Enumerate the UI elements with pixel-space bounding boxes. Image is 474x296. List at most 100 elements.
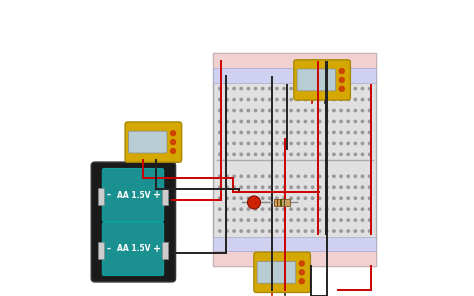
Circle shape xyxy=(304,87,307,90)
Circle shape xyxy=(368,87,371,90)
Circle shape xyxy=(333,120,335,123)
Circle shape xyxy=(347,208,349,210)
Circle shape xyxy=(361,153,364,155)
Circle shape xyxy=(304,219,307,221)
Text: -: - xyxy=(107,244,111,254)
Circle shape xyxy=(339,86,344,91)
Circle shape xyxy=(262,120,264,123)
Circle shape xyxy=(247,175,249,178)
Circle shape xyxy=(233,142,235,144)
Circle shape xyxy=(262,230,264,232)
Circle shape xyxy=(361,219,364,221)
Circle shape xyxy=(255,98,257,101)
Circle shape xyxy=(240,175,242,178)
Circle shape xyxy=(319,87,321,90)
Circle shape xyxy=(347,98,349,101)
Circle shape xyxy=(297,197,300,200)
Circle shape xyxy=(276,219,278,221)
Circle shape xyxy=(247,120,249,123)
Circle shape xyxy=(262,153,264,155)
Circle shape xyxy=(333,230,335,232)
Circle shape xyxy=(347,175,349,178)
FancyBboxPatch shape xyxy=(125,122,182,162)
Circle shape xyxy=(240,208,242,210)
Circle shape xyxy=(233,208,235,210)
Circle shape xyxy=(311,109,314,112)
Text: AA 1.5V: AA 1.5V xyxy=(117,244,150,253)
Circle shape xyxy=(290,153,292,155)
Circle shape xyxy=(297,230,300,232)
Circle shape xyxy=(361,175,364,178)
Bar xyxy=(162,188,168,205)
Circle shape xyxy=(226,131,228,133)
Circle shape xyxy=(319,142,321,144)
Circle shape xyxy=(319,98,321,101)
Circle shape xyxy=(247,131,249,133)
Circle shape xyxy=(340,142,342,144)
Circle shape xyxy=(368,219,371,221)
Circle shape xyxy=(290,175,292,178)
Circle shape xyxy=(219,120,221,123)
Circle shape xyxy=(340,175,342,178)
Circle shape xyxy=(333,175,335,178)
Circle shape xyxy=(255,175,257,178)
Circle shape xyxy=(290,131,292,133)
Circle shape xyxy=(333,208,335,210)
Circle shape xyxy=(326,142,328,144)
Circle shape xyxy=(311,230,314,232)
Circle shape xyxy=(262,87,264,90)
Circle shape xyxy=(340,131,342,133)
Circle shape xyxy=(283,219,285,221)
Circle shape xyxy=(255,219,257,221)
Text: +: + xyxy=(153,190,161,200)
Circle shape xyxy=(347,109,349,112)
Circle shape xyxy=(290,219,292,221)
Circle shape xyxy=(226,109,228,112)
Circle shape xyxy=(304,98,307,101)
FancyBboxPatch shape xyxy=(102,223,164,276)
Circle shape xyxy=(326,98,328,101)
Circle shape xyxy=(276,230,278,232)
Circle shape xyxy=(326,153,328,155)
Circle shape xyxy=(233,109,235,112)
Circle shape xyxy=(304,120,307,123)
Circle shape xyxy=(361,131,364,133)
Circle shape xyxy=(269,186,271,189)
Circle shape xyxy=(368,109,371,112)
Circle shape xyxy=(311,186,314,189)
Circle shape xyxy=(233,219,235,221)
Circle shape xyxy=(368,142,371,144)
Circle shape xyxy=(354,230,356,232)
Bar xyxy=(98,242,104,259)
Circle shape xyxy=(368,186,371,189)
Circle shape xyxy=(226,120,228,123)
Circle shape xyxy=(319,153,321,155)
Circle shape xyxy=(319,131,321,133)
Circle shape xyxy=(340,219,342,221)
Circle shape xyxy=(247,208,249,210)
Circle shape xyxy=(311,87,314,90)
Circle shape xyxy=(262,109,264,112)
Circle shape xyxy=(297,142,300,144)
Circle shape xyxy=(233,98,235,101)
FancyBboxPatch shape xyxy=(128,131,167,153)
Circle shape xyxy=(240,142,242,144)
Circle shape xyxy=(276,87,278,90)
Circle shape xyxy=(262,208,264,210)
Circle shape xyxy=(300,270,304,275)
Circle shape xyxy=(219,98,221,101)
Circle shape xyxy=(368,230,371,232)
Circle shape xyxy=(340,230,342,232)
Circle shape xyxy=(219,219,221,221)
Circle shape xyxy=(219,142,221,144)
Circle shape xyxy=(319,230,321,232)
Circle shape xyxy=(262,131,264,133)
Circle shape xyxy=(326,87,328,90)
Circle shape xyxy=(311,208,314,210)
Text: +: + xyxy=(153,244,161,254)
Bar xyxy=(277,199,278,206)
Circle shape xyxy=(240,153,242,155)
Circle shape xyxy=(311,142,314,144)
Circle shape xyxy=(247,109,249,112)
Circle shape xyxy=(311,120,314,123)
